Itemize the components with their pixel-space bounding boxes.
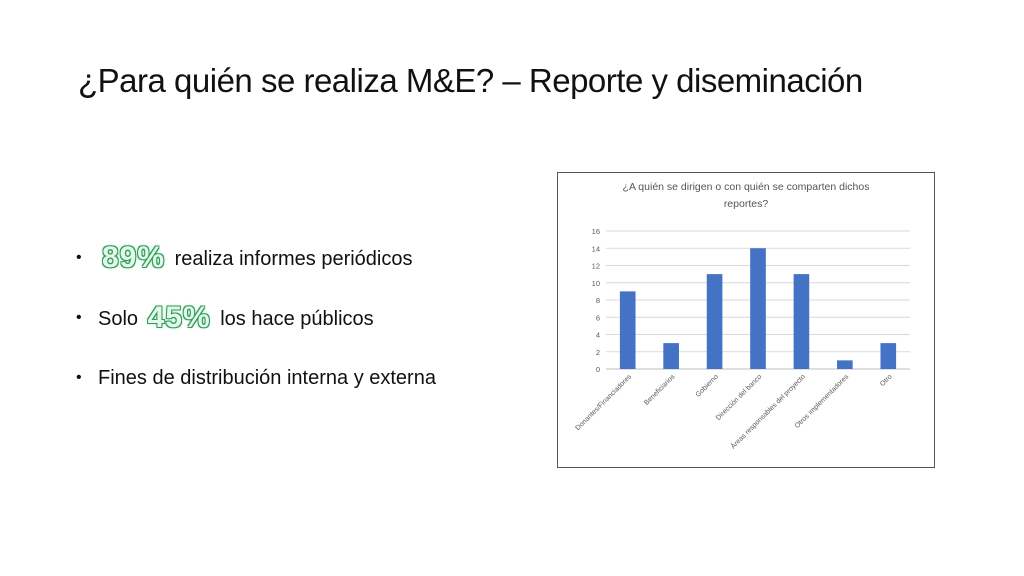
bar	[619, 291, 636, 369]
x-tick-label: Gobierno	[695, 373, 720, 398]
bullet-item: • 89% realiza informes periódicos	[74, 236, 436, 296]
bar	[837, 360, 853, 369]
y-tick-label: 12	[592, 262, 600, 271]
chart-title-line: ¿A quién se dirigen o con quién se compa…	[622, 181, 870, 193]
bar	[750, 248, 766, 369]
x-tick-label: Áreas responsables del proyecto	[728, 372, 807, 451]
y-tick-label: 10	[592, 279, 600, 288]
y-tick-label: 16	[592, 227, 600, 236]
y-tick-label: 0	[596, 365, 600, 374]
chart-panel: ¿A quién se dirigen o con quién se compa…	[557, 172, 935, 468]
bullet-item: • Solo 45% los hace públicos	[74, 296, 436, 356]
bar	[793, 274, 810, 369]
x-tick-label: Beneficiarios	[643, 373, 677, 407]
bullet-dot: •	[76, 249, 82, 266]
bar-chart: 0 2 4 6 8 10 12 14 16 Donantes/Financiadores Benef…	[575, 227, 910, 451]
bullet-prefix: Solo	[98, 308, 139, 330]
bullet-text: realiza informes periódicos	[174, 248, 413, 270]
x-tick-label: Otro	[879, 373, 894, 388]
highlight-percent: 45%	[147, 301, 211, 334]
bullet-dot: •	[76, 369, 82, 386]
y-tick-label: 8	[596, 296, 600, 305]
bar	[663, 343, 679, 369]
y-tick-label: 6	[596, 313, 600, 322]
bullet-text: los hace públicos	[220, 308, 374, 330]
bullet-dot: •	[76, 309, 82, 326]
chart-title: ¿A quién se dirigen o con quién se compa…	[558, 179, 934, 213]
bar	[880, 343, 897, 369]
y-tick-label: 2	[596, 348, 600, 357]
bullet-list: • 89% realiza informes periódicos • Solo…	[74, 236, 436, 416]
bullet-text: Fines de distribución interna y externa	[98, 367, 436, 389]
bar	[706, 274, 723, 369]
bullet-item: • Fines de distribución interna y extern…	[74, 356, 436, 416]
slide-title: ¿Para quién se realiza M&E? – Reporte y …	[78, 62, 863, 99]
y-tick-label: 4	[596, 331, 600, 340]
highlight-percent: 89%	[102, 241, 166, 274]
chart-title-line: reportes?	[723, 198, 769, 210]
x-tick-label: Dirección del banco	[715, 373, 763, 421]
x-tick-label: Donantes/Financiadores	[575, 373, 634, 432]
y-tick-label: 14	[592, 244, 600, 253]
